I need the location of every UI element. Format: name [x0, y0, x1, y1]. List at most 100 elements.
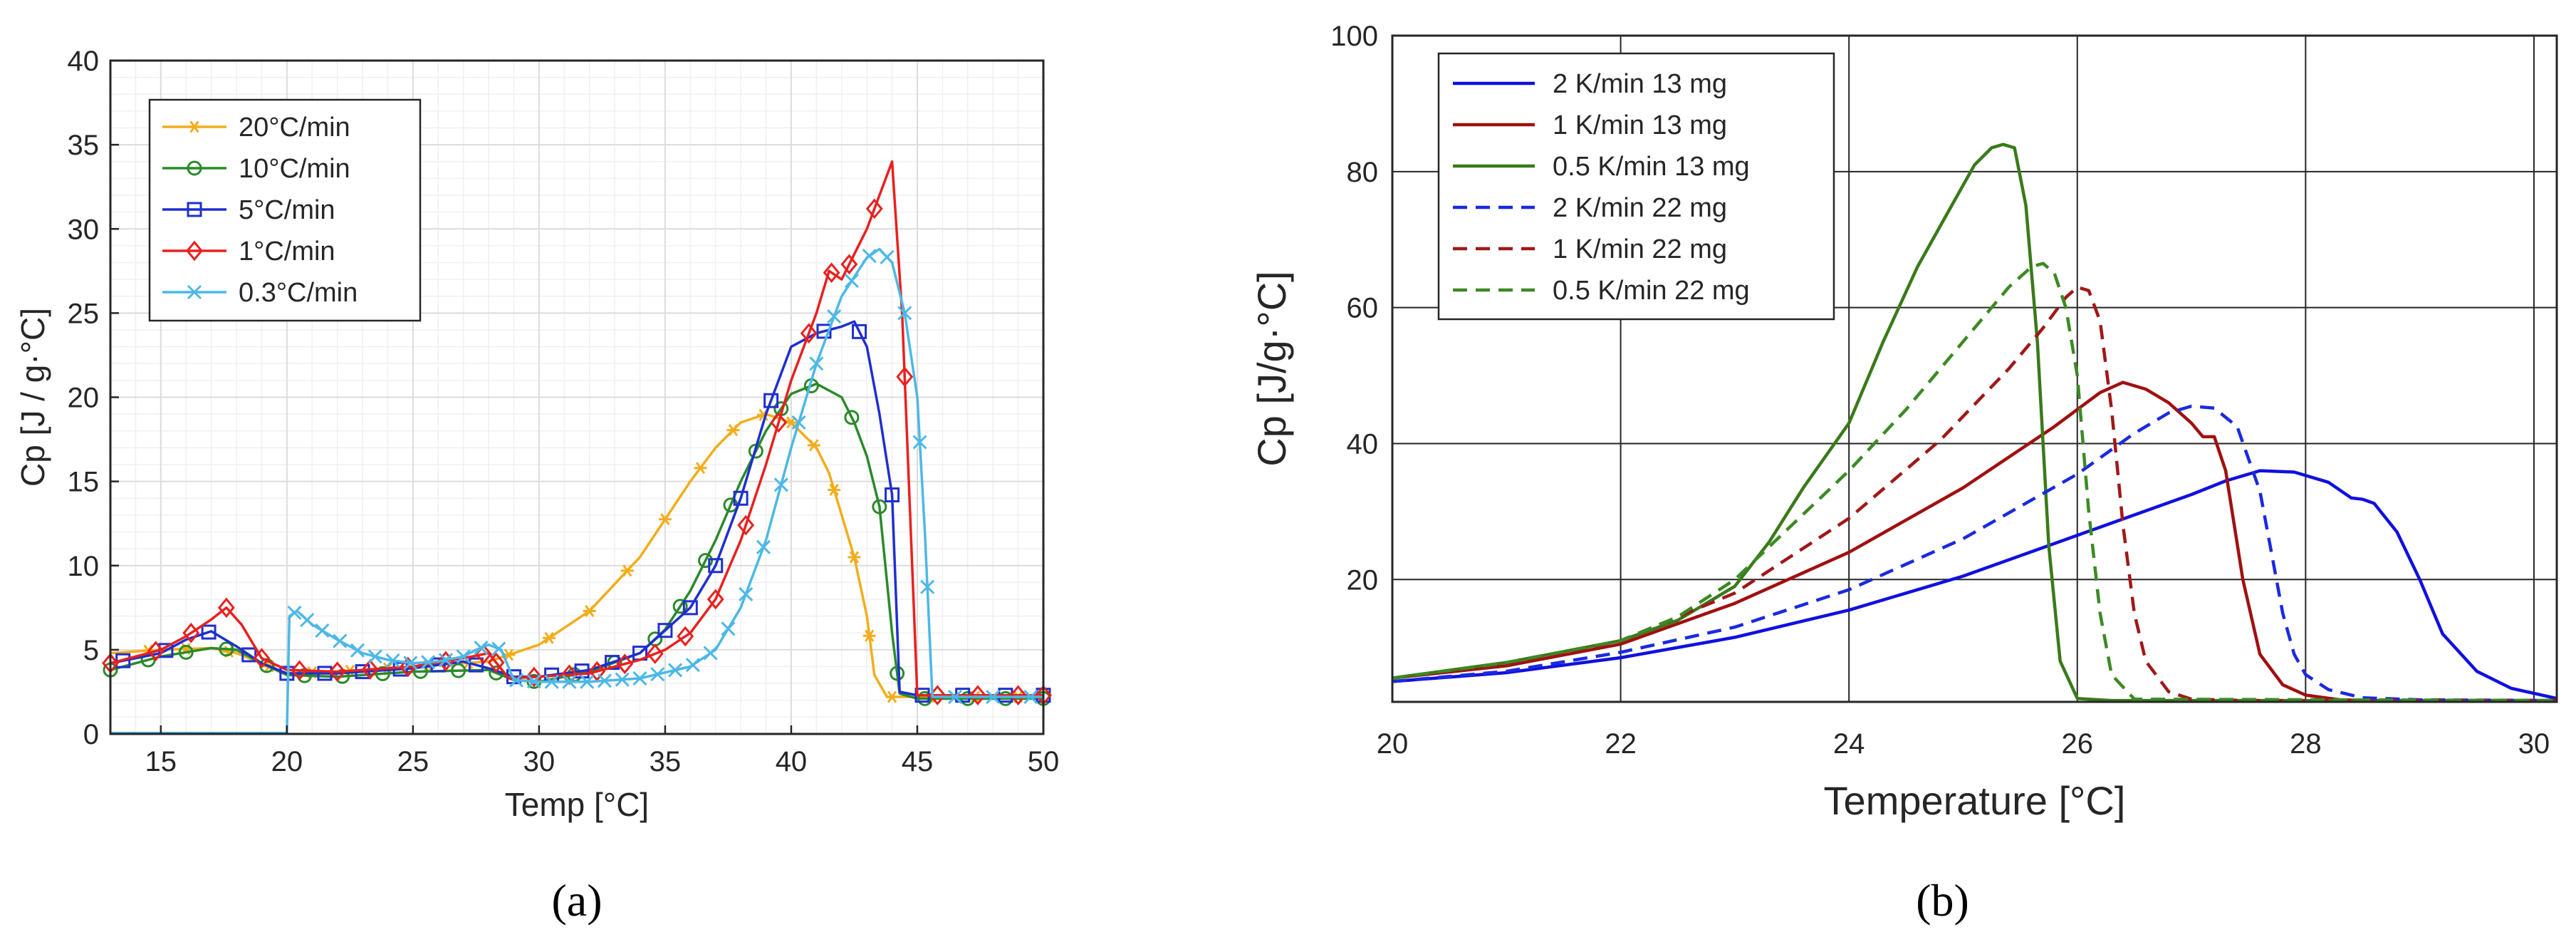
legend-label: 0.5 K/min 13 mg: [1553, 152, 1750, 182]
data-point: [355, 664, 370, 680]
x-tick-label: 24: [1833, 728, 1865, 760]
data-point: [737, 514, 755, 536]
data-point: [187, 284, 202, 300]
legend-label: 0.3°C/min: [239, 278, 358, 308]
data-point: [920, 579, 935, 594]
series-2-k-min-13-mg: [1392, 469, 2557, 700]
data-point: [948, 689, 963, 705]
panel-b-x-axis-label: Temperature [°C]: [1824, 778, 2126, 823]
data-point: [333, 633, 348, 648]
data-point: [187, 202, 202, 217]
data-point: [1009, 685, 1027, 706]
x-tick-label: 35: [650, 746, 682, 777]
data-point: [756, 539, 771, 554]
data-point: [809, 356, 824, 371]
data-point: [385, 653, 400, 668]
data-point: [677, 626, 694, 647]
data-point: [616, 653, 634, 675]
legend-label: 1 K/min 13 mg: [1553, 110, 1727, 140]
data-point: [456, 649, 471, 664]
data-point: [773, 477, 788, 492]
legend-box: [1437, 52, 1835, 321]
data-point: [791, 415, 806, 430]
data-point: [658, 513, 672, 526]
data-point: [543, 631, 556, 644]
data-point: [917, 690, 933, 706]
data-point: [672, 599, 688, 614]
data-point: [896, 366, 914, 388]
data-point: [487, 652, 505, 673]
data-point: [367, 649, 382, 664]
data-point: [620, 564, 634, 577]
y-tick-label: 20: [68, 383, 100, 414]
data-point: [862, 629, 876, 642]
data-point: [848, 551, 861, 564]
panel-b-x-ticks: 20 22 24 26 28 30: [1377, 728, 2550, 760]
legend-entry: 1°C/min: [162, 237, 335, 266]
data-point: [885, 487, 900, 503]
data-point: [763, 393, 779, 408]
x-tick-label: 30: [2518, 728, 2550, 760]
data-point: [844, 410, 860, 425]
y-tick-label: 35: [68, 130, 100, 161]
legend-entry: 1 K/min 22 mg: [1453, 234, 1727, 264]
data-point: [421, 655, 436, 670]
data-point: [350, 643, 365, 658]
panel-a-x-ticks: 15 20 25 30 35 40 45 50: [145, 725, 1060, 777]
data-point: [187, 160, 202, 176]
data-point: [1023, 689, 1038, 705]
x-tick-label: 45: [902, 746, 934, 777]
data-point: [986, 689, 1001, 705]
panel-a-legend: 20°C/min 10°C/min 5°C/min 1°C/min 0.3°C/min: [148, 98, 422, 322]
data-point: [668, 663, 683, 678]
legend-entry: 10°C/min: [162, 154, 350, 184]
data-point: [468, 657, 484, 673]
series-1-k-min-22-mg: [1392, 285, 2557, 703]
y-tick-label: 5: [83, 635, 99, 666]
data-point: [872, 499, 887, 514]
data-point: [897, 306, 912, 321]
y-tick-label: 60: [1347, 293, 1379, 324]
x-tick-label: 22: [1605, 728, 1637, 760]
data-point: [188, 120, 201, 133]
data-point: [969, 685, 986, 706]
series-0-5-k-min-22-mg: [1392, 262, 2557, 703]
x-tick-label: 26: [2062, 728, 2094, 760]
legend-entry: 2 K/min 22 mg: [1453, 193, 1727, 223]
data-point: [890, 666, 905, 681]
series-2-k-min-22-mg: [1392, 404, 2557, 703]
data-point: [844, 273, 859, 289]
data-point: [217, 597, 235, 619]
data-point: [583, 605, 596, 618]
data-point: [650, 667, 665, 682]
data-point: [291, 660, 308, 681]
data-point: [823, 262, 840, 284]
y-tick-label: 20: [1347, 564, 1379, 596]
series-line: [110, 160, 1043, 697]
y-tick-label: 0: [83, 719, 99, 750]
panel-b-caption: (b): [1916, 875, 1969, 926]
series-0-3-c-min: [110, 247, 1043, 735]
data-point: [852, 324, 867, 339]
data-point: [912, 435, 927, 450]
x-tick-label: 40: [776, 746, 808, 777]
panel-b-axes-frame: [1391, 34, 2558, 703]
data-point: [525, 666, 543, 688]
data-point: [770, 412, 788, 433]
panel-b-y-ticks: 20 40 60 80 100: [1330, 21, 1378, 596]
series-1-k-min-13-mg: [1392, 381, 2557, 703]
data-point: [816, 324, 832, 339]
y-tick-label: 40: [68, 46, 100, 77]
data-point: [597, 673, 612, 688]
data-point: [253, 648, 271, 669]
data-point: [474, 640, 489, 656]
legend-label: 0.5 K/min 22 mg: [1553, 276, 1750, 306]
data-point: [544, 674, 559, 689]
panel-a-y-axis-label: Cp [J / g·°C]: [14, 308, 51, 487]
data-point: [827, 309, 842, 324]
x-tick-label: 50: [1028, 746, 1060, 777]
data-point: [682, 600, 698, 616]
legend-entry: 1 K/min 13 mg: [1453, 110, 1727, 140]
x-tick-label: 30: [523, 746, 556, 777]
